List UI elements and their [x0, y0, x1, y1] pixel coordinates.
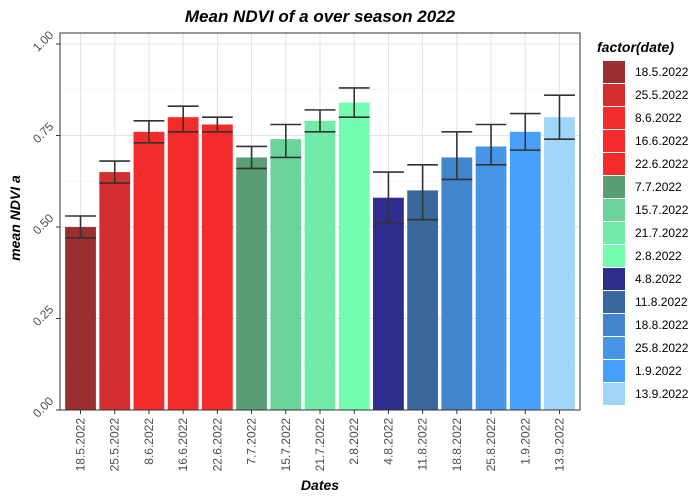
x-tick-label: 8.6.2022 [142, 418, 156, 465]
legend-label-18.8.2022: 18.8.2022 [635, 318, 689, 332]
bar-2.8.2022 [338, 102, 370, 410]
legend-swatch-1.9.2022 [603, 360, 625, 382]
x-tick-label: 18.5.2022 [74, 418, 88, 472]
legend-label-21.7.2022: 21.7.2022 [635, 226, 689, 240]
error-bar-21.7.2022 [304, 109, 336, 133]
legend-label-1.9.2022: 1.9.2022 [635, 364, 682, 378]
bar-18.5.2022 [65, 226, 96, 410]
error-bar-18.8.2022 [441, 131, 473, 181]
x-tick-label: 13.9.2022 [552, 418, 566, 472]
bar-16.6.2022 [167, 117, 199, 411]
legend-swatch-2.8.2022 [603, 245, 625, 267]
error-bar-18.5.2022 [65, 215, 96, 239]
bar-25.8.2022 [475, 146, 507, 411]
legend-label-2.8.2022: 2.8.2022 [635, 249, 682, 263]
legend-label-4.8.2022: 4.8.2022 [635, 272, 682, 286]
bars-group [65, 102, 575, 411]
x-tick-label: 25.8.2022 [484, 418, 498, 472]
bar-4.8.2022 [373, 197, 404, 410]
bar-11.8.2022 [407, 190, 439, 410]
x-axis-ticks: 18.5.2022 25.5.2022 8.6.2022 16.6.2022 22.6.… [74, 410, 566, 472]
legend-swatch-16.6.2022 [603, 130, 625, 152]
error-bar-25.5.2022 [99, 160, 131, 184]
legend-label-15.7.2022: 15.7.2022 [635, 203, 689, 217]
legend: 18.5.2022 25.5.2022 8.6.2022 16.6.2022 22.6.… [603, 61, 689, 405]
error-bar-8.6.2022 [133, 120, 165, 144]
error-bar-25.8.2022 [475, 123, 507, 166]
legend-swatch-22.6.2022 [603, 153, 625, 175]
error-bar-2.8.2022 [338, 87, 370, 118]
x-tick-label: 22.6.2022 [210, 418, 224, 472]
legend-swatch-13.9.2022 [603, 383, 625, 405]
bar-1.9.2022 [509, 131, 541, 410]
x-tick-label: 18.8.2022 [450, 418, 464, 472]
bar-25.5.2022 [99, 172, 131, 410]
chart-title: Mean NDVI of a over season 2022 [185, 7, 456, 26]
bar-18.8.2022 [441, 157, 473, 410]
error-bar-16.6.2022 [167, 105, 199, 133]
bar-8.6.2022 [133, 131, 165, 410]
bar-15.7.2022 [270, 139, 302, 410]
x-axis-title: Dates [301, 477, 339, 493]
error-bar-22.6.2022 [201, 116, 233, 133]
legend-label-7.7.2022: 7.7.2022 [635, 180, 682, 194]
legend-swatch-25.5.2022 [603, 84, 625, 106]
error-bar-11.8.2022 [407, 163, 439, 221]
error-bar-7.7.2022 [236, 145, 267, 170]
error-bar-4.8.2022 [373, 171, 404, 225]
legend-swatch-7.7.2022 [603, 176, 625, 198]
legend-swatch-8.6.2022 [603, 107, 625, 129]
legend-swatch-25.8.2022 [603, 337, 625, 359]
legend-swatch-4.8.2022 [603, 268, 625, 290]
legend-label-25.8.2022: 25.8.2022 [635, 341, 689, 355]
x-tick-label: 15.7.2022 [279, 418, 293, 472]
legend-label-22.6.2022: 22.6.2022 [635, 157, 689, 171]
legend-label-25.5.2022: 25.5.2022 [635, 88, 689, 102]
x-tick-label: 25.5.2022 [108, 418, 122, 472]
legend-label-8.6.2022: 8.6.2022 [635, 111, 682, 125]
legend-label-16.6.2022: 16.6.2022 [635, 134, 689, 148]
legend-swatch-21.7.2022 [603, 222, 625, 244]
bar-13.9.2022 [544, 117, 575, 411]
legend-label-11.8.2022: 11.8.2022 [635, 295, 688, 309]
x-tick-label: 21.7.2022 [313, 418, 327, 472]
bar-22.6.2022 [201, 124, 233, 410]
error-bar-13.9.2022 [544, 94, 575, 140]
legend-title: factor(date) [597, 39, 674, 55]
legend-swatch-18.8.2022 [603, 314, 625, 336]
legend-label-13.9.2022: 13.9.2022 [635, 387, 689, 401]
error-bars-group [65, 87, 575, 239]
x-tick-label: 1.9.2022 [518, 418, 532, 465]
error-bar-1.9.2022 [509, 112, 541, 151]
bar-21.7.2022 [304, 120, 336, 410]
x-tick-label: 2.8.2022 [347, 418, 361, 465]
x-tick-label: 7.7.2022 [245, 418, 259, 465]
error-bar-15.7.2022 [270, 123, 302, 159]
bar-7.7.2022 [236, 157, 267, 410]
legend-label-18.5.2022: 18.5.2022 [635, 65, 689, 79]
y-axis-title: mean NDVI a [7, 175, 23, 261]
legend-swatch-11.8.2022 [603, 291, 625, 313]
legend-swatch-15.7.2022 [603, 199, 625, 221]
x-tick-label: 11.8.2022 [416, 418, 430, 471]
legend-swatch-18.5.2022 [603, 61, 625, 83]
x-tick-label: 4.8.2022 [381, 418, 395, 465]
x-tick-label: 16.6.2022 [176, 418, 190, 472]
